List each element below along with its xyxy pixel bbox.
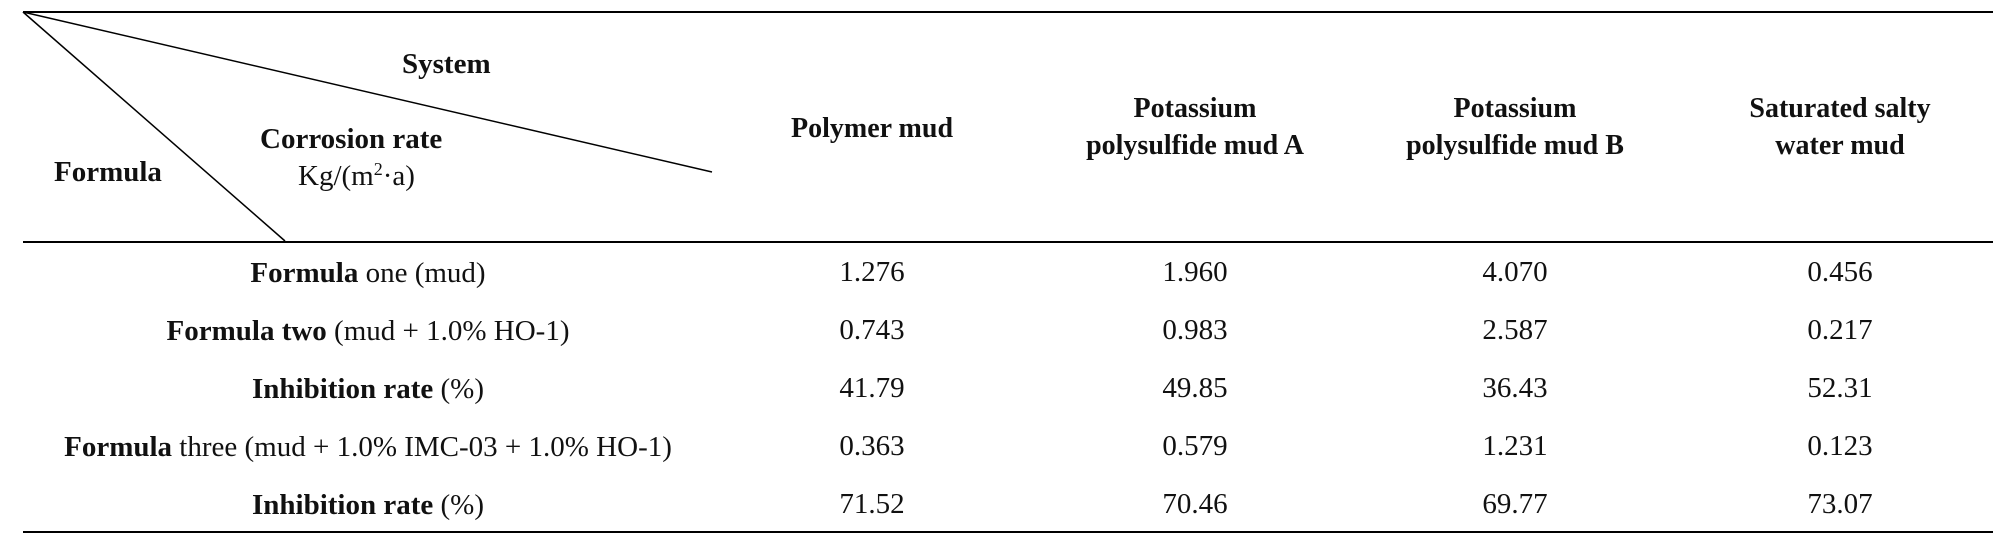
row-label-rest: (%) bbox=[433, 373, 485, 405]
corner-system-label: System bbox=[402, 48, 491, 80]
column-header-line: polysulfide mud B bbox=[1406, 130, 1624, 161]
diagonal-line-lower bbox=[22, 11, 286, 242]
column-header-line: Potassium bbox=[1133, 93, 1257, 124]
table-cell: 1.960 bbox=[1162, 256, 1228, 288]
table-cell: 49.85 bbox=[1162, 372, 1228, 404]
column-header-line: Saturated salty bbox=[1749, 93, 1931, 124]
column-header-polymer-mud: Polymer mud bbox=[791, 110, 953, 147]
column-header-potassium-polysulfide-mud-a: Potassium polysulfide mud A bbox=[1086, 90, 1304, 164]
column-header-line: Potassium bbox=[1453, 93, 1577, 124]
table-cell: 0.123 bbox=[1807, 430, 1873, 462]
table-row-label: Formula two (mud + 1.0% HO-1) bbox=[167, 315, 570, 348]
row-label-rest: (%) bbox=[433, 489, 485, 521]
row-label-bold: Inhibition rate bbox=[251, 373, 434, 405]
table-cell: 0.363 bbox=[839, 430, 905, 462]
table-cell: 69.77 bbox=[1482, 488, 1548, 520]
column-header-saturated-salty-water-mud: Saturated salty water mud bbox=[1749, 90, 1930, 164]
table-cell: 41.79 bbox=[839, 372, 905, 404]
table-cell: 4.070 bbox=[1482, 256, 1548, 288]
table-cell: 71.52 bbox=[839, 488, 905, 520]
table-row-label: Inhibition rate (%) bbox=[252, 373, 484, 406]
corner-corrosion-rate-label: Corrosion rate bbox=[260, 123, 443, 155]
table-cell: 0.217 bbox=[1807, 314, 1873, 346]
table-cell: 73.07 bbox=[1807, 488, 1873, 520]
row-label-rest: three (mud + 1.0% IMC-03 + 1.0% HO-1) bbox=[172, 431, 672, 463]
unit-suffix: ·a) bbox=[382, 160, 415, 192]
table-cell: 1.231 bbox=[1482, 430, 1548, 462]
table-cell: 36.43 bbox=[1482, 372, 1548, 404]
table-cell: 70.46 bbox=[1162, 488, 1228, 520]
table-cell: 0.743 bbox=[839, 314, 905, 346]
table-cell: 0.456 bbox=[1807, 256, 1873, 288]
unit-prefix: Kg/(m bbox=[298, 160, 374, 192]
row-label-rest: (mud + 1.0% HO-1) bbox=[326, 315, 570, 347]
corner-unit-label: Kg/(m2·a) bbox=[298, 159, 415, 192]
column-header-line: polysulfide mud A bbox=[1086, 130, 1304, 161]
column-header-line: water mud bbox=[1775, 130, 1905, 161]
table-cell: 0.983 bbox=[1162, 314, 1228, 346]
table-header-rule bbox=[23, 241, 1993, 243]
row-label-bold: Inhibition rate bbox=[251, 489, 434, 521]
column-header-line: Polymer mud bbox=[790, 113, 954, 144]
table-row-label: Formula one (mud) bbox=[250, 257, 485, 290]
table-cell: 0.579 bbox=[1162, 430, 1228, 462]
table-row-label: Formula three (mud + 1.0% IMC-03 + 1.0% … bbox=[64, 431, 672, 464]
row-label-bold: Formula two bbox=[166, 315, 327, 347]
table-bottom-rule bbox=[23, 531, 1993, 533]
row-label-rest: one (mud) bbox=[358, 257, 486, 289]
row-label-bold: Formula bbox=[250, 257, 359, 289]
column-header-potassium-polysulfide-mud-b: Potassium polysulfide mud B bbox=[1406, 90, 1624, 164]
table-row-label: Inhibition rate (%) bbox=[252, 489, 484, 522]
table-top-rule bbox=[23, 11, 1993, 13]
diagonal-line-upper bbox=[22, 11, 713, 173]
corner-formula-label: Formula bbox=[54, 156, 162, 188]
table-cell: 2.587 bbox=[1482, 314, 1548, 346]
corner-diagonal-lines bbox=[22, 11, 713, 242]
table-cell: 52.31 bbox=[1807, 372, 1873, 404]
unit-superscript: 2 bbox=[373, 159, 383, 179]
row-label-bold: Formula bbox=[64, 431, 173, 463]
table-cell: 1.276 bbox=[839, 256, 905, 288]
